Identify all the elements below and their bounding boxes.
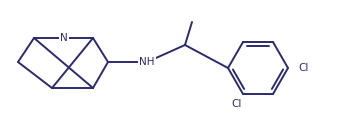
Text: Cl: Cl [298, 63, 308, 73]
Text: Cl: Cl [232, 99, 242, 109]
Text: NH: NH [139, 57, 155, 67]
Text: N: N [60, 33, 68, 43]
